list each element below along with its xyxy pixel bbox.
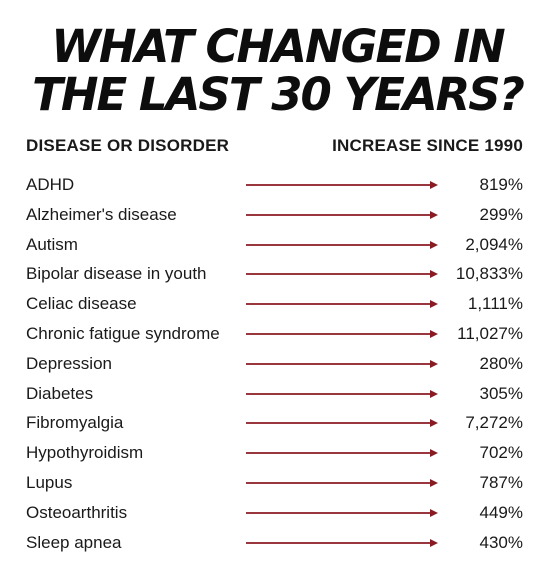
right-arrow-icon (246, 240, 438, 249)
increase-value: 11,027% (457, 323, 523, 343)
right-arrow-icon (246, 181, 438, 189)
list-item: Celiac disease 1,111% (0, 289, 555, 319)
increase-value: 10,833% (455, 264, 523, 284)
disease-name: Fibromyalgia (26, 412, 126, 435)
right-arrow-icon (246, 508, 438, 517)
increase-value: 787% (479, 472, 523, 492)
right-arrow-icon (246, 449, 438, 458)
disease-name: Osteoarthritis (26, 501, 130, 524)
disease-name: Sleep apnea (26, 531, 124, 554)
right-arrow-icon (246, 359, 438, 368)
list-item: Osteoarthritis 449% (0, 498, 555, 528)
increase-value: 1,111% (467, 294, 523, 314)
list-item: Bipolar disease in youth 10,833% (0, 259, 555, 289)
right-arrow-icon (246, 478, 438, 487)
increase-value: 305% (479, 383, 523, 403)
right-arrow-icon (246, 389, 438, 398)
list-item: Alzheimer's disease 299% (0, 200, 555, 230)
disease-list: ADHD 819% Alzheimer's disease 299% Autis… (0, 170, 555, 557)
disease-name: Bipolar disease in youth (26, 263, 209, 286)
list-item: Autism 2,094% (0, 230, 555, 260)
disease-name: Hypothyroidism (26, 442, 146, 465)
increase-value: 430% (479, 532, 523, 552)
increase-value: 702% (479, 443, 523, 463)
increase-value: 819% (479, 175, 523, 194)
disease-name: Depression (26, 352, 114, 375)
list-item: Lupus 787% (0, 468, 555, 498)
column-header-increase: INCREASE SINCE 1990 (332, 136, 523, 155)
increase-value: 280% (479, 353, 523, 373)
disease-name: Chronic fatigue syndrome (26, 322, 222, 345)
list-item: Hypothyroidism 702% (0, 438, 555, 468)
list-item: Sleep apnea 430% (0, 528, 555, 558)
increase-value: 299% (479, 204, 523, 224)
page-title-line-2: THE LAST 30 YEARS? (32, 68, 525, 121)
column-header-disease: DISEASE OR DISORDER (26, 136, 230, 155)
list-item: Diabetes 305% (0, 379, 555, 409)
right-arrow-icon (246, 270, 438, 279)
increase-value: 2,094% (465, 234, 523, 254)
list-item: ADHD 819% (0, 170, 555, 200)
right-arrow-icon (246, 300, 438, 309)
increase-value: 449% (479, 502, 523, 522)
disease-name: Diabetes (26, 382, 96, 405)
increase-value: 7,272% (465, 413, 523, 433)
right-arrow-icon (246, 538, 438, 547)
page-title-line-1: WHAT CHANGED IN (51, 20, 505, 73)
right-arrow-icon (246, 419, 438, 428)
disease-name: Celiac disease (26, 293, 139, 316)
disease-name: Alzheimer's disease (26, 203, 179, 226)
list-item: Chronic fatigue syndrome 11,027% (0, 319, 555, 349)
list-item: Fibromyalgia 7,272% (0, 408, 555, 438)
list-item: Depression 280% (0, 349, 555, 379)
right-arrow-icon (246, 329, 438, 338)
disease-name: ADHD (26, 174, 77, 196)
right-arrow-icon (246, 210, 438, 219)
disease-name: Lupus (26, 471, 75, 494)
disease-name: Autism (26, 233, 80, 256)
